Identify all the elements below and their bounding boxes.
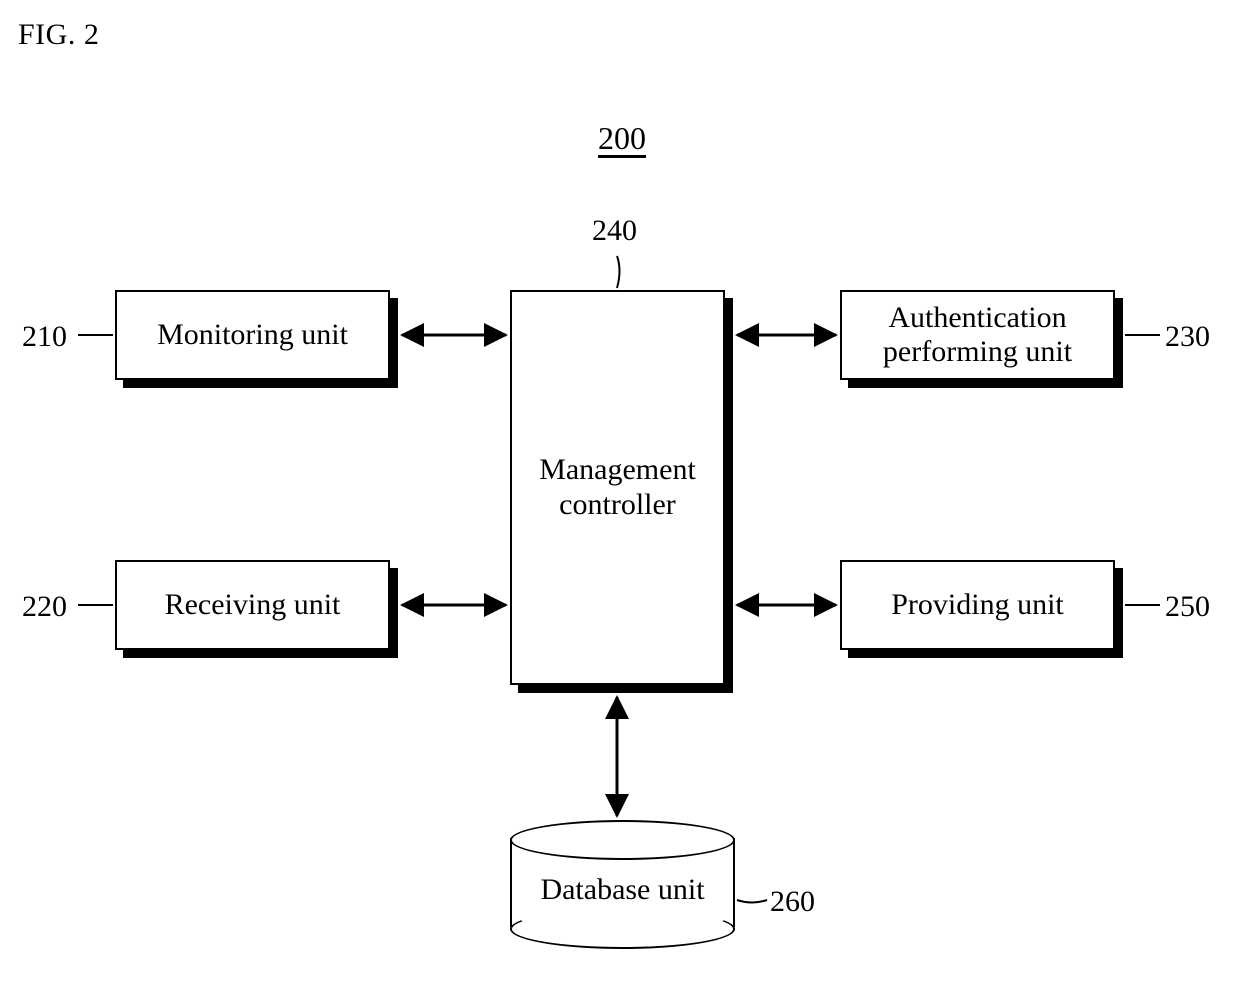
connector-overlay: [0, 0, 1240, 1003]
ref-leader-260: [737, 900, 767, 903]
diagram-canvas: FIG. 2 200 Monitoring unit Receiving uni…: [0, 0, 1240, 1003]
ref-leader-240: [617, 256, 620, 288]
